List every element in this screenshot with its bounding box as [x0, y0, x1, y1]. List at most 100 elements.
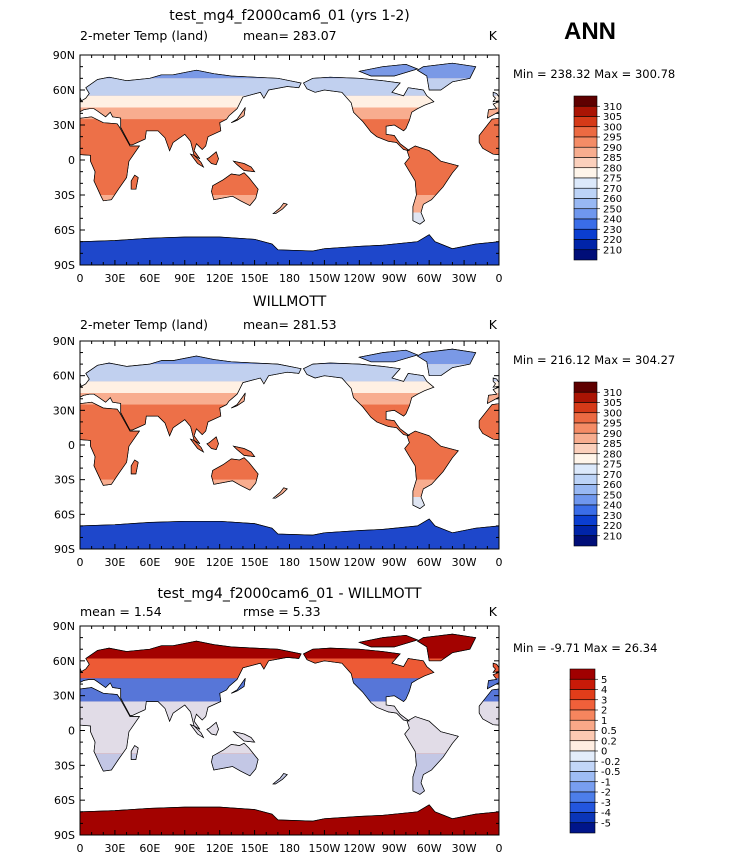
lat-tick-label: 30N: [53, 119, 75, 132]
lat-tick-label: 0: [68, 725, 75, 738]
lon-tick-label: 30E: [104, 556, 125, 569]
lon-tick-label: 60W: [417, 556, 442, 569]
colorbar-label: 280: [603, 449, 622, 460]
shading-band: [80, 678, 499, 702]
lat-tick-label: 90N: [53, 620, 75, 633]
panel-units: K: [489, 604, 498, 619]
lon-tick-label: 90E: [174, 556, 195, 569]
colorbar-label: 220: [603, 521, 622, 532]
shading-band: [80, 107, 499, 120]
colorbar-swatch: [573, 177, 598, 189]
colorbar-label: 250: [603, 490, 622, 501]
lon-tick-label: 60E: [139, 272, 160, 285]
colorbar: 3103053002952902852802752702602502402302…: [573, 381, 622, 547]
lat-tick-label: 60S: [54, 508, 75, 521]
colorbar-swatch: [573, 463, 598, 475]
colorbar-label: -2: [601, 788, 611, 799]
colorbar-label: 230: [603, 225, 622, 236]
colorbar-swatch: [573, 157, 598, 169]
colorbar-label: 0: [601, 747, 607, 758]
lon-tick-label: 180: [279, 556, 300, 569]
lon-tick-label: 0: [77, 556, 84, 569]
colorbar-swatch: [573, 239, 598, 251]
colorbar-label: 295: [603, 133, 622, 144]
colorbar-swatch: [573, 105, 598, 117]
lat-tick-label: 60S: [54, 224, 75, 237]
lon-tick-label: 90W: [382, 272, 407, 285]
colorbar-label: 300: [603, 122, 622, 133]
lat-tick-label: 60S: [54, 794, 75, 807]
colorbar-label: 280: [603, 163, 622, 174]
colorbar-label: 230: [603, 511, 622, 522]
colorbar-swatch: [573, 136, 598, 148]
panel-mean-label: mean= 283.07: [243, 28, 337, 43]
lon-tick-label: 180: [279, 842, 300, 855]
lon-tick-label: 0: [496, 272, 503, 285]
lat-tick-label: 30S: [54, 474, 75, 487]
lon-tick-label: 60E: [139, 842, 160, 855]
lon-tick-label: 60W: [417, 272, 442, 285]
panel-min-max: Min = 238.32 Max = 300.78: [513, 67, 675, 81]
colorbar-swatch: [573, 126, 598, 138]
colorbar-swatch: [573, 391, 598, 403]
lon-tick-label: 0: [77, 842, 84, 855]
lat-tick-label: 30S: [54, 759, 75, 772]
colorbar-swatch: [569, 801, 596, 813]
lon-tick-label: 30E: [104, 272, 125, 285]
colorbar-swatch: [573, 381, 598, 393]
colorbar-swatch: [569, 678, 596, 690]
colorbar-swatch: [569, 689, 596, 701]
lon-tick-label: 90W: [382, 842, 407, 855]
colorbar-swatch: [569, 791, 596, 803]
colorbar-label: -3: [601, 798, 611, 809]
panel-title: WILLMOTT: [253, 294, 327, 310]
lon-tick-label: 150E: [241, 272, 269, 285]
colorbar-swatch: [573, 402, 598, 414]
colorbar-swatch: [569, 822, 596, 834]
colorbar-swatch: [573, 494, 598, 506]
shading-band: [80, 753, 499, 801]
lat-tick-label: 30N: [53, 404, 75, 417]
lon-tick-label: 120E: [206, 272, 234, 285]
colorbar-label: 250: [603, 204, 622, 215]
colorbar-swatch: [573, 453, 598, 465]
colorbar-label: 210: [603, 531, 622, 542]
colorbar-swatch: [573, 228, 598, 240]
panel-min-max: Min = 216.12 Max = 304.27: [513, 353, 675, 367]
colorbar-label: 5: [601, 675, 607, 686]
colorbar-label: 210: [603, 245, 622, 256]
colorbar-swatch: [573, 484, 598, 496]
colorbar-swatch: [569, 719, 596, 731]
colorbar: 3103053002952902852802752702602502402302…: [573, 95, 622, 261]
colorbar-swatch: [569, 699, 596, 711]
lon-tick-label: 0: [77, 272, 84, 285]
lat-tick-label: 0: [68, 154, 75, 167]
colorbar-label: 260: [603, 480, 622, 491]
colorbar-swatch: [569, 750, 596, 762]
panel-units: K: [489, 28, 498, 43]
lon-tick-label: 90E: [174, 842, 195, 855]
lat-tick-label: 90S: [54, 259, 75, 272]
shading-band: [80, 658, 499, 679]
colorbar-label: 290: [603, 429, 622, 440]
colorbar-label: 1: [601, 716, 607, 727]
colorbar-label: -1: [601, 777, 611, 788]
panel-3: test_mg4_f2000cam6_01 - WILLMOTT mean = 1…: [53, 586, 658, 855]
lon-tick-label: 30W: [452, 556, 477, 569]
lon-tick-label: 90E: [174, 272, 195, 285]
colorbar-label: 290: [603, 143, 622, 154]
colorbar-label: 260: [603, 194, 622, 205]
lon-tick-label: 0: [496, 556, 503, 569]
panel-mean-label: mean= 281.53: [243, 317, 337, 332]
shading-band: [80, 95, 499, 108]
colorbar-swatch: [573, 95, 598, 107]
colorbar-swatch: [569, 812, 596, 824]
lon-tick-label: 150W: [308, 556, 340, 569]
shading-band: [80, 381, 499, 393]
colorbar-swatch: [573, 422, 598, 434]
lon-tick-label: 120E: [206, 556, 234, 569]
colorbar-label: 300: [603, 408, 622, 419]
lon-tick-label: 150E: [241, 842, 269, 855]
colorbar-label: -4: [601, 808, 611, 819]
